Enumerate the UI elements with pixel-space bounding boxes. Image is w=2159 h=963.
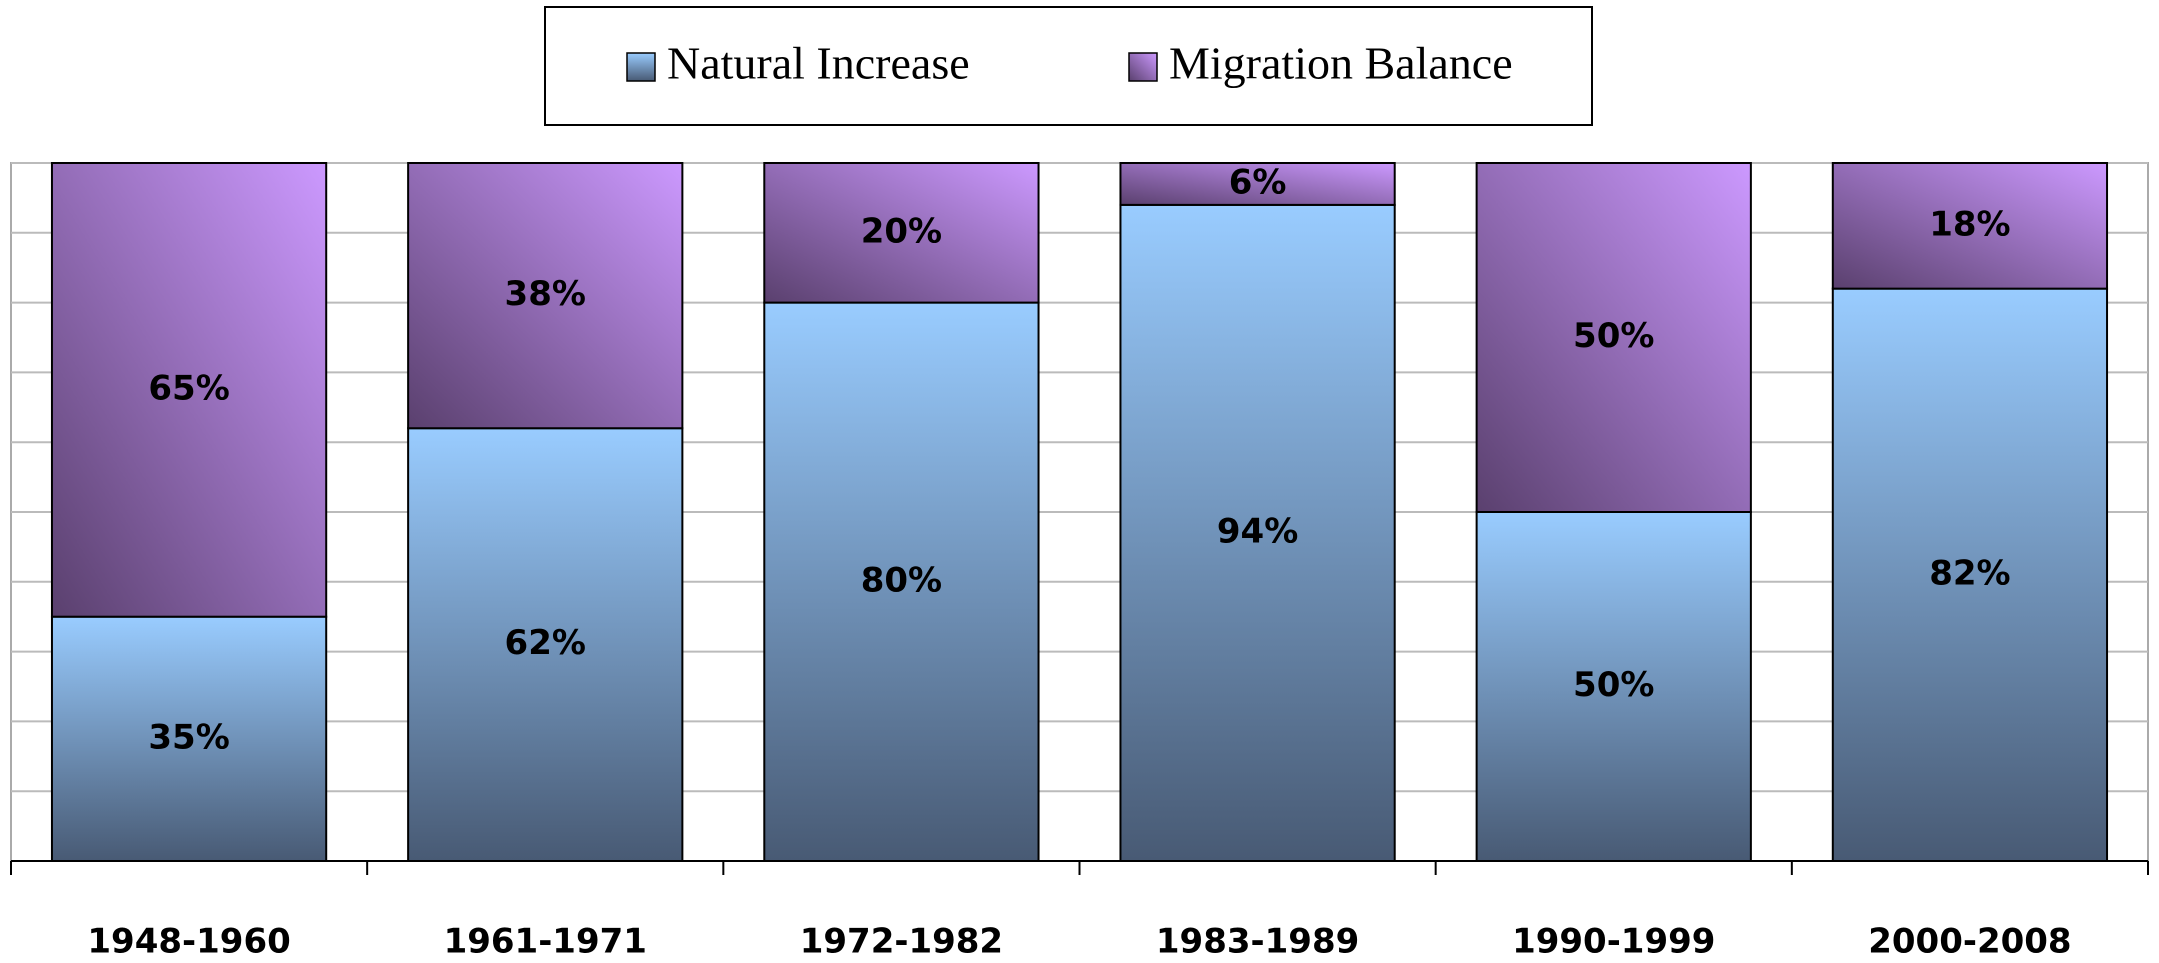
legend-label: Natural Increase <box>667 38 970 89</box>
x-tick-label: 2000-2008 <box>1868 922 2071 962</box>
data-label: 50% <box>1573 665 1654 705</box>
x-tick-label: 1948-1960 <box>87 922 290 962</box>
data-label: 65% <box>148 368 229 408</box>
bar-segment <box>1831 287 2109 862</box>
legend-label: Migration Balance <box>1169 38 1513 89</box>
x-tick-label: 1961-1971 <box>444 922 647 962</box>
data-label: 6% <box>1229 162 1287 202</box>
bar-segment <box>407 162 684 430</box>
data-label: 62% <box>505 623 586 663</box>
x-tick-label: 1983-1989 <box>1156 922 1359 962</box>
data-label: 35% <box>148 717 229 757</box>
legend-swatch <box>626 52 656 82</box>
bar-segment <box>50 162 328 618</box>
data-label: 50% <box>1573 316 1654 356</box>
bar-segment <box>1831 162 2109 290</box>
data-label: 82% <box>1929 553 2010 593</box>
x-tick-label: 1972-1982 <box>800 922 1003 962</box>
bar-segment <box>763 301 1040 863</box>
bar-segment <box>50 615 328 863</box>
legend-box <box>544 6 1593 126</box>
data-label: 38% <box>505 274 586 314</box>
bar-segment <box>1119 162 1396 206</box>
data-label: 18% <box>1929 204 2010 244</box>
bar-segment <box>1475 511 1752 862</box>
data-label: 20% <box>861 211 942 251</box>
x-tick-label: 1990-1999 <box>1512 922 1715 962</box>
bar-segment <box>1119 203 1396 862</box>
data-label: 94% <box>1217 511 1298 551</box>
data-label: 80% <box>861 560 942 600</box>
legend-swatch <box>1128 52 1158 82</box>
bar-segment <box>763 162 1040 304</box>
bar-segment <box>1475 162 1752 513</box>
bar-segment <box>407 427 684 862</box>
